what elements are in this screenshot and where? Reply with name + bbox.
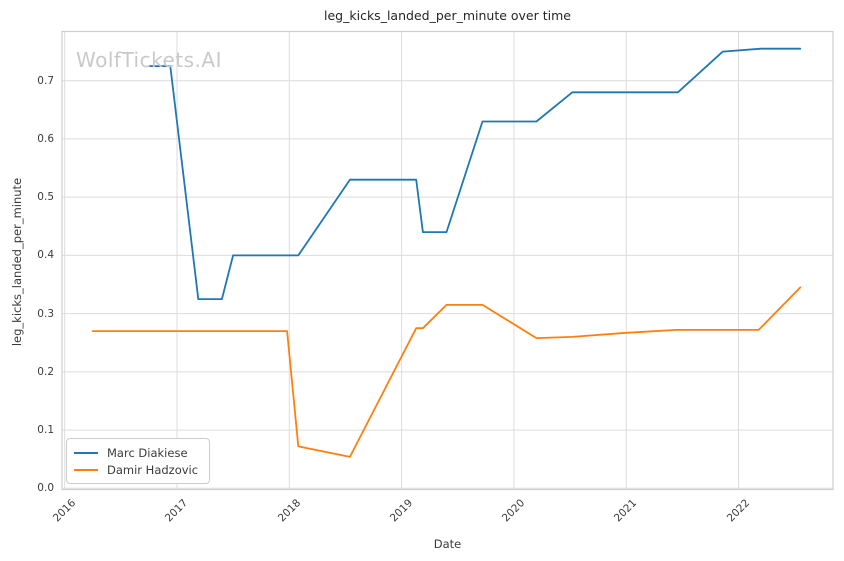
legend-item-damir-hadzovic: Damir Hadzovic <box>74 461 200 478</box>
legend-items: Marc Diakiese Damir Hadzovic <box>74 444 200 478</box>
y-tick-label: 0.7 <box>37 74 54 87</box>
y-tick-label: 0.0 <box>37 482 54 495</box>
legend-item-marc-diakiese: Marc Diakiese <box>74 444 200 461</box>
y-tick-label: 0.3 <box>37 307 54 320</box>
legend-line-swatch <box>74 468 98 471</box>
watermark: WolfTickets.AI <box>76 48 222 72</box>
chart-title: leg_kicks_landed_per_minute over time <box>324 8 571 23</box>
legend: Marc Diakiese Damir Hadzovic <box>66 438 210 484</box>
series-layer <box>91 47 802 458</box>
y-tick-label: 0.1 <box>37 424 54 437</box>
legend-label: Damir Hadzovic <box>107 462 199 477</box>
y-tick-label: 0.2 <box>37 365 54 378</box>
y-axis-label: leg_kicks_landed_per_minute <box>10 177 24 347</box>
series-line-damir-hadzovic <box>91 286 802 458</box>
plot-border <box>61 30 834 491</box>
series-line-marc-diakiese <box>149 47 802 301</box>
legend-label: Marc Diakiese <box>107 445 188 460</box>
x-axis-label: Date <box>433 537 462 551</box>
y-tick-label: 0.5 <box>37 191 54 204</box>
y-tick-label: 0.6 <box>37 132 54 145</box>
grid-layer <box>62 31 833 490</box>
y-tick-label: 0.4 <box>37 249 54 262</box>
legend-line-swatch <box>74 451 98 454</box>
